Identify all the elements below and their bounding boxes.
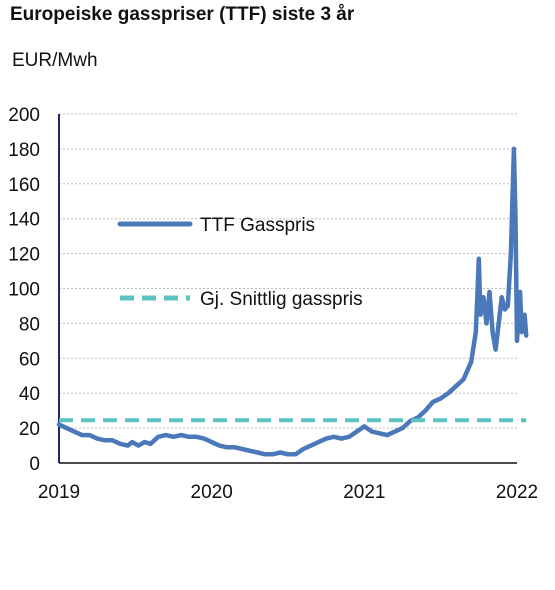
- y-tick-label: 120: [8, 245, 40, 266]
- chart-title: Europeiske gasspriser (TTF) siste 3 år: [10, 4, 355, 25]
- y-tick-label: 200: [8, 105, 40, 126]
- series-line-ttf: [56, 146, 529, 457]
- x-tick-label: 2021: [343, 482, 385, 503]
- y-tick-label: 140: [8, 210, 40, 231]
- legend-label-average: Gj. Snittlig gasspris: [200, 289, 363, 310]
- x-tick-label: 2020: [191, 482, 233, 503]
- legend-label-ttf: TTF Gasspris: [200, 215, 315, 236]
- y-tick-label: 60: [19, 349, 40, 370]
- y-tick-label: 20: [19, 419, 40, 440]
- series: [56, 146, 529, 457]
- y-tick-label: 80: [19, 314, 40, 335]
- x-tick-label: 2022: [496, 482, 538, 503]
- y-tick-label: 180: [8, 140, 40, 161]
- y-tick-label: 40: [19, 384, 40, 405]
- y-axis-unit: EUR/Mwh: [12, 50, 98, 71]
- y-tick-label: 160: [8, 175, 40, 196]
- grid-lines: [59, 113, 517, 429]
- y-tick-label: 0: [29, 454, 40, 475]
- legend: TTF Gasspris Gj. Snittlig gasspris: [117, 215, 363, 310]
- axes: 0 20 40 60 80 100 120 140 160 180 200 2019 2020 2021 2…: [8, 105, 538, 503]
- x-tick-label: 2019: [38, 482, 80, 503]
- y-tick-label: 100: [8, 280, 40, 301]
